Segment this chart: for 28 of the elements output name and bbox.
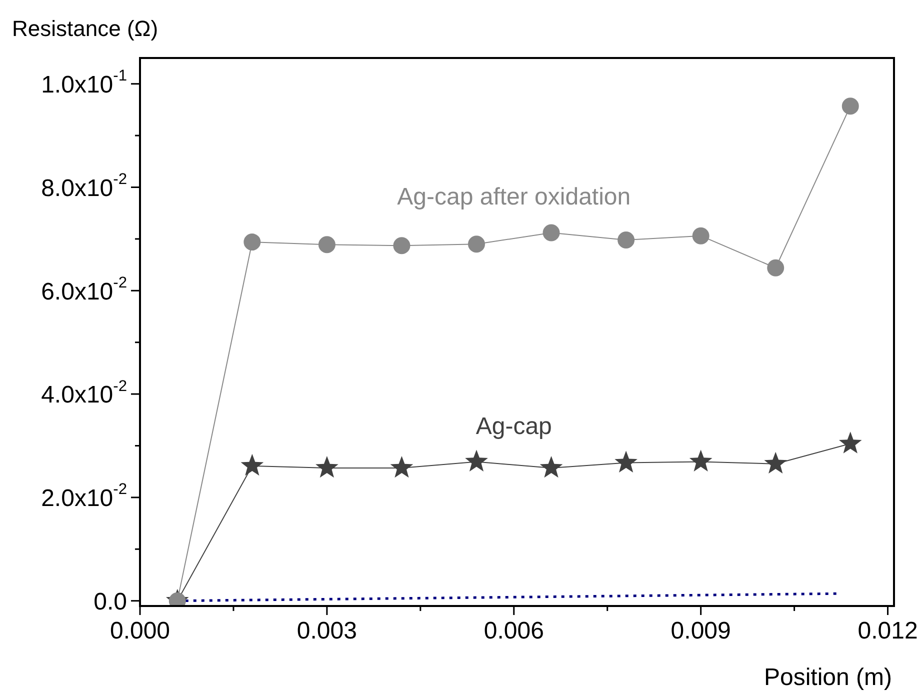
- point: [468, 236, 485, 253]
- x-tick-label: 0.009: [670, 618, 731, 645]
- point: [240, 454, 264, 476]
- point: [689, 450, 712, 472]
- point: [614, 450, 638, 473]
- point: [838, 432, 862, 454]
- point: [618, 231, 635, 248]
- y-axis-title: Resistance (Ω): [12, 16, 158, 41]
- point: [764, 452, 788, 474]
- series-label: Ag-cap: [476, 412, 552, 440]
- point: [542, 224, 560, 242]
- point: [842, 98, 859, 115]
- series-label: Ag-cap after oxidation: [397, 184, 631, 211]
- point: [465, 450, 488, 472]
- x-tick-label: 0.012: [858, 618, 918, 645]
- point: [244, 234, 261, 251]
- point: [390, 456, 414, 478]
- x-tick-label: 0.006: [484, 618, 544, 645]
- x-axis-title: Position (m): [764, 664, 892, 691]
- x-tick-label: 0.000: [110, 618, 170, 645]
- point: [393, 237, 410, 254]
- point: [692, 227, 710, 244]
- point: [318, 236, 336, 254]
- point: [767, 259, 784, 276]
- y-tick-label: 0.0: [94, 588, 128, 616]
- point: [316, 456, 338, 478]
- point: [540, 456, 563, 478]
- x-tick-label: 0.003: [296, 618, 357, 645]
